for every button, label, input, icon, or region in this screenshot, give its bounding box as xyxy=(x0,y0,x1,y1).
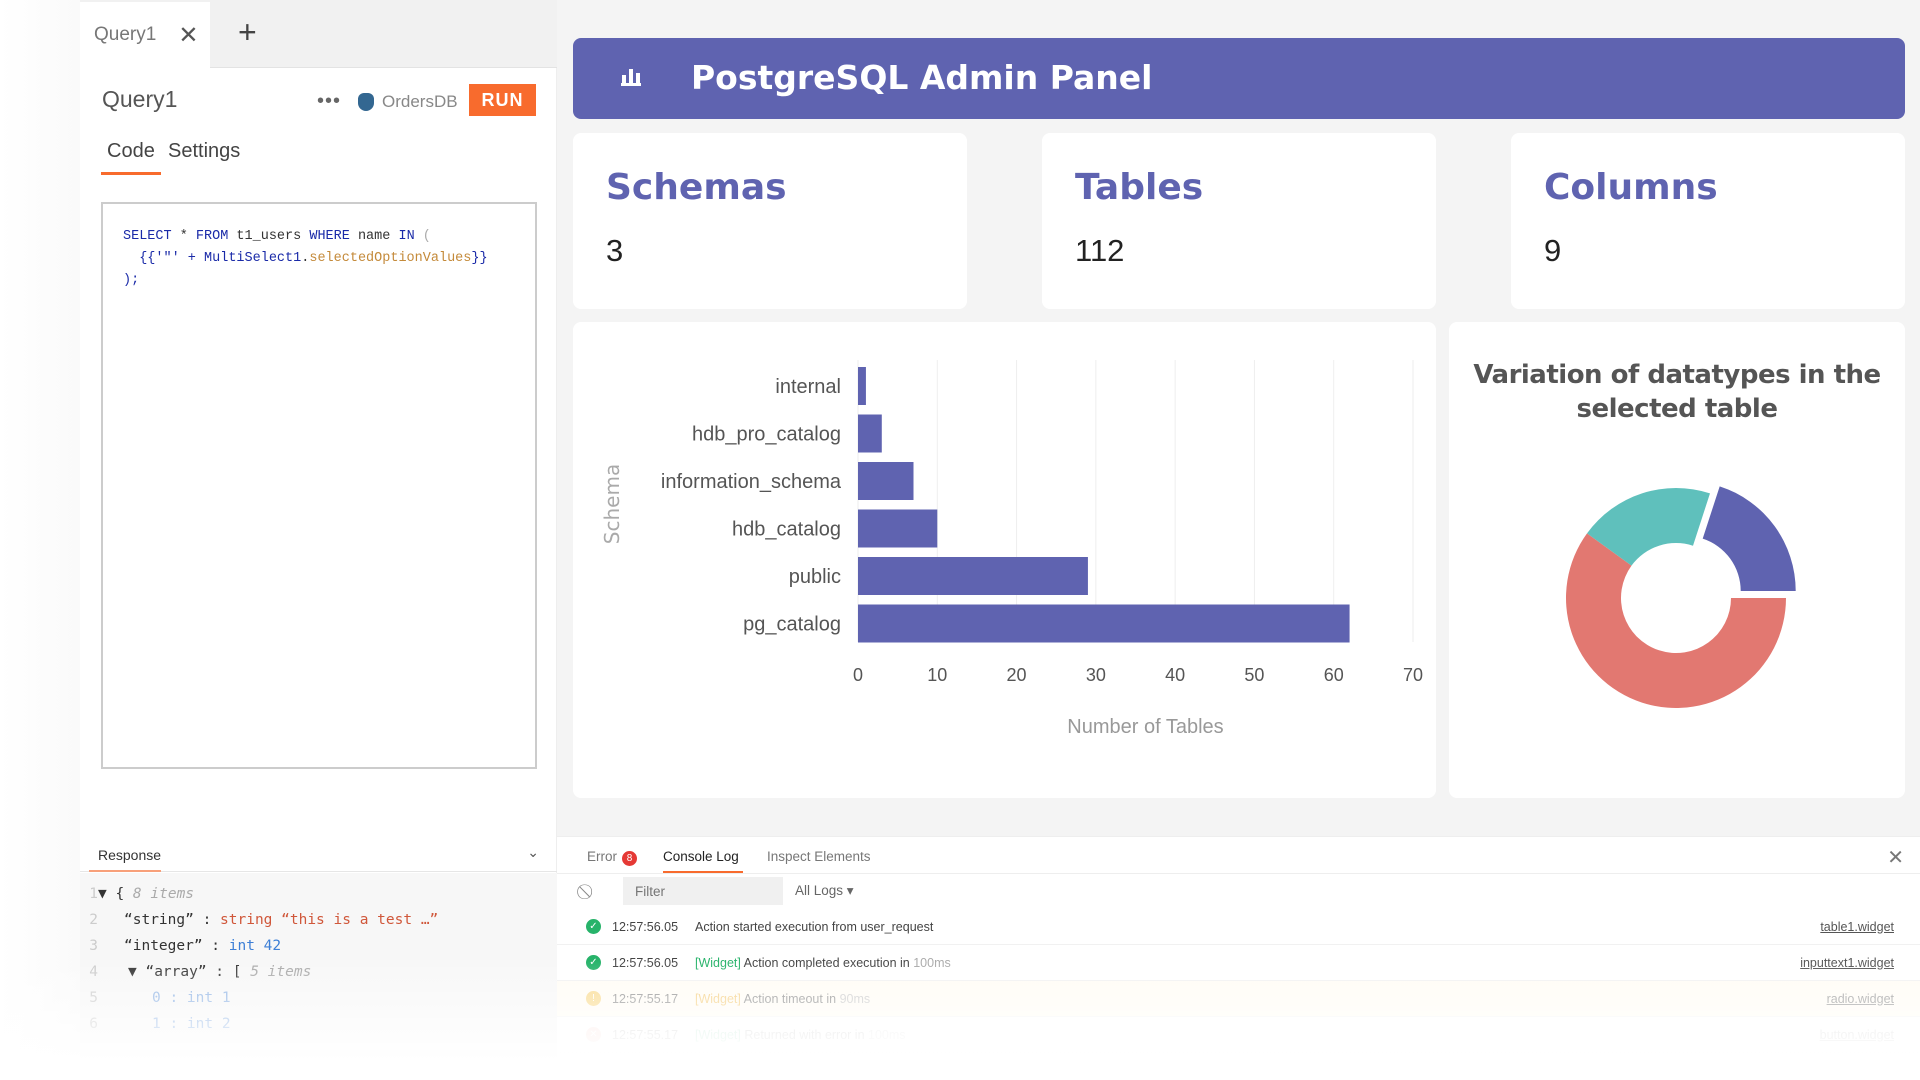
dashboard-canvas: PostgreSQL Admin Panel Schemas 3 Tables 11… xyxy=(557,0,1920,836)
y-tick-label: information_schema xyxy=(661,471,842,493)
x-tick-label: 10 xyxy=(927,665,947,685)
x-tick-label: 60 xyxy=(1324,665,1344,685)
bar-hdb_pro_catalog xyxy=(858,414,882,453)
json-row: “integer” : int 42 xyxy=(124,938,282,954)
line-number: 2 xyxy=(89,912,98,928)
x-tick-label: 40 xyxy=(1165,665,1185,685)
response-label: Response xyxy=(98,847,162,863)
log-entry: ✓ 12:57:56.05 Action started execution fr… xyxy=(557,909,1920,945)
bar-internal xyxy=(858,367,866,405)
more-options-icon[interactable]: ••• xyxy=(317,90,342,112)
stat-card-columns: Columns 9 xyxy=(1511,133,1905,309)
pie-slice xyxy=(1566,533,1786,708)
tab-error[interactable]: Error 8 xyxy=(587,849,637,866)
line-number: 3 xyxy=(89,938,98,954)
y-tick-label: public xyxy=(789,566,841,588)
stat-label: Tables xyxy=(1075,167,1204,208)
x-axis-title: Number of Tables xyxy=(1067,716,1223,738)
query-tab-label: Query1 xyxy=(94,24,157,45)
y-tick-label: hdb_catalog xyxy=(732,519,841,541)
log-filter-input[interactable] xyxy=(623,877,783,905)
y-tick-label: hdb_pro_catalog xyxy=(692,424,841,446)
datasource-name: OrdersDB xyxy=(382,92,458,111)
pie-slice xyxy=(1702,486,1796,591)
stat-label: Columns xyxy=(1544,167,1718,208)
query-tab[interactable]: Query1 ✕ xyxy=(80,2,210,68)
bar-hdb_catalog xyxy=(858,509,938,548)
bar-pg_catalog xyxy=(858,604,1350,643)
bar-chart-icon xyxy=(621,66,641,86)
query-editor-panel: Query1 ✕ + Query1 ••• OrdersDB RUN Code … xyxy=(80,0,557,1080)
log-source-link[interactable]: table1.widget xyxy=(1820,919,1894,934)
y-tick-label: pg_catalog xyxy=(743,614,841,636)
datasource-selector[interactable]: OrdersDB xyxy=(358,92,458,112)
close-icon[interactable]: ✕ xyxy=(1887,847,1904,869)
response-tab-indicator xyxy=(89,870,161,872)
background-edge xyxy=(0,0,80,1080)
postgres-elephant-icon xyxy=(358,93,374,111)
bar-public xyxy=(858,557,1088,595)
code-line-3: ); xyxy=(123,273,140,288)
close-icon[interactable]: ✕ xyxy=(178,21,199,49)
line-number: 1 xyxy=(89,886,98,902)
log-level-dropdown[interactable]: All Logs ▾ xyxy=(795,883,854,898)
response-header[interactable]: Response ⌄ xyxy=(80,836,557,872)
log-message: Action started execution from user_reque… xyxy=(695,919,934,934)
datatype-donut-chart xyxy=(1566,486,1796,708)
active-tab-indicator xyxy=(101,172,161,175)
stat-value: 9 xyxy=(1544,233,1562,268)
error-count-badge: 8 xyxy=(622,851,637,866)
code-line-1: SELECT * FROM t1_users WHERE name IN ( xyxy=(123,229,431,244)
divider xyxy=(557,873,1920,874)
pie-chart-title: Variation of datatypes in the selected t… xyxy=(1473,360,1881,424)
tab-console-log[interactable]: Console Log xyxy=(663,849,739,864)
x-tick-label: 70 xyxy=(1403,665,1423,685)
y-axis-title: Schema xyxy=(600,464,624,544)
json-row[interactable]: ▼ { 8 items xyxy=(98,886,195,902)
log-time: 12:57:56.05 xyxy=(612,919,679,934)
stat-label: Schemas xyxy=(606,167,787,208)
x-tick-label: 30 xyxy=(1086,665,1106,685)
active-tab-indicator xyxy=(663,871,743,874)
run-button[interactable]: RUN xyxy=(469,84,536,116)
stat-value: 3 xyxy=(606,233,624,268)
query-title[interactable]: Query1 xyxy=(102,86,178,112)
x-tick-label: 20 xyxy=(1007,665,1027,685)
tab-inspect-elements[interactable]: Inspect Elements xyxy=(767,849,871,864)
json-row: “string” : string “this is a test …” xyxy=(124,912,439,928)
tab-code[interactable]: Code xyxy=(107,140,155,162)
pie-slice xyxy=(1587,488,1710,566)
query-tab-bar: Query1 ✕ + xyxy=(80,0,557,68)
code-editor[interactable]: SELECT * FROM t1_users WHERE name IN ( {… xyxy=(101,202,537,769)
y-tick-label: internal xyxy=(775,376,841,398)
dashboard-title: PostgreSQL Admin Panel xyxy=(691,58,1153,97)
bar-information_schema xyxy=(858,462,914,500)
x-tick-label: 50 xyxy=(1244,665,1264,685)
bottom-fade-overlay xyxy=(0,960,1920,1080)
add-tab-button[interactable]: + xyxy=(238,14,257,50)
schema-bar-chart: 0 10 20 30 40 50 60 70 internal hdb_pro_catalogin… xyxy=(600,360,1423,738)
datatype-pie-chart-card: Variation of datatypes in the selected t… xyxy=(1449,322,1905,798)
dashboard-header: PostgreSQL Admin Panel xyxy=(573,38,1905,119)
stat-card-schemas: Schemas 3 xyxy=(573,133,967,309)
x-tick-label: 0 xyxy=(853,665,863,685)
stat-card-tables: Tables 112 xyxy=(1042,133,1436,309)
success-status-icon: ✓ xyxy=(586,919,601,934)
tab-settings[interactable]: Settings xyxy=(168,140,241,162)
code-line-2: {{'"' + MultiSelect1.selectedOptionValue… xyxy=(123,251,488,266)
chevron-down-icon[interactable]: ⌄ xyxy=(527,844,539,860)
stat-value: 112 xyxy=(1075,233,1125,268)
